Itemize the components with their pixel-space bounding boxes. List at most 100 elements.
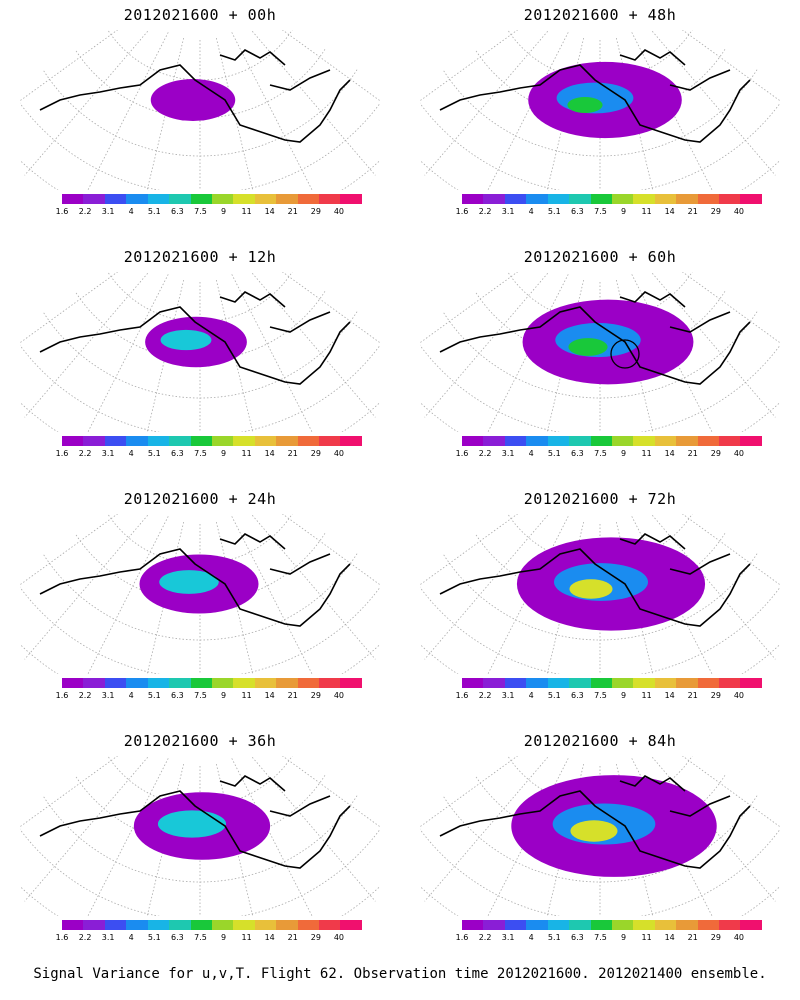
colorbar-ticks: 1.6 2.2 3.1 4 5.1 6.3 7.5 9 11 14 21 29 40 [455, 691, 765, 703]
latitude-circle [507, 514, 693, 565]
variance-map [420, 272, 780, 432]
colorbar-segment [569, 436, 591, 446]
meridian-line [281, 30, 380, 102]
colorbar [62, 436, 362, 446]
colorbar-segment [547, 436, 570, 446]
latitude-circle [420, 344, 780, 432]
colorbar-tick-label: 11 [241, 933, 252, 942]
colorbar-segment [633, 436, 655, 446]
colorbar-segment [569, 678, 591, 688]
latitude-circle [107, 756, 293, 807]
colorbar-segment [719, 436, 741, 446]
colorbar-segment [340, 436, 362, 446]
colorbar-tick-label: 4 [528, 449, 534, 458]
colorbar-tick-label: 40 [733, 933, 745, 942]
colorbar-segment [697, 194, 720, 204]
colorbar-tick-label: 29 [710, 691, 721, 700]
coastline [39, 533, 351, 627]
colorbar-tick-label: 2.2 [78, 933, 92, 942]
colorbar-segment [190, 194, 212, 204]
colorbar-segment [590, 920, 612, 930]
observation-circle [610, 339, 640, 369]
colorbar-tick-label: 5.1 [547, 691, 561, 700]
colorbar-segment [676, 920, 698, 930]
colorbar-segment [719, 920, 741, 930]
colorbar-segment [233, 436, 255, 446]
panel-title: 2012021600 + 72h [523, 490, 677, 508]
colorbar-tick-label: 4 [528, 207, 534, 216]
colorbar-segment [169, 436, 191, 446]
variance-region-low [150, 79, 236, 121]
variance-region-high [568, 338, 608, 356]
colorbar-tick-label: 3.1 [501, 449, 515, 458]
colorbar-tick-label: 7.5 [194, 691, 207, 700]
colorbar-segment [633, 920, 655, 930]
colorbar-tick-label: 4 [128, 933, 134, 942]
colorbar-segment [462, 436, 484, 446]
colorbar [462, 678, 762, 688]
colorbar-tick-label: 7.5 [594, 933, 607, 942]
panel-title: 2012021600 + 84h [523, 732, 677, 750]
colorbar-segment [169, 678, 191, 688]
colorbar-tick-label: 9 [620, 449, 627, 458]
colorbar-tick-label: 29 [310, 207, 321, 216]
colorbar-tick-label: 40 [333, 691, 345, 700]
colorbar-segment [233, 920, 255, 930]
colorbar-segment [676, 678, 698, 688]
colorbar-segment [569, 920, 591, 930]
figure-caption: Signal Variance for u,v,T. Flight 62. Ob… [33, 966, 767, 982]
colorbar-tick-label: 3.1 [101, 933, 115, 942]
colorbar-tick-label: 3.1 [501, 933, 515, 942]
map-panel: 2012021600 + 00h 1.6 2.2 3.1 4 5.1 6.3 7.5 9 11 14… [0, 0, 400, 245]
colorbar-segment [547, 920, 570, 930]
colorbar-segment [147, 436, 170, 446]
colorbar-tick-label: 14 [664, 449, 675, 458]
latitude-circle [20, 159, 380, 190]
colorbar-tick-label: 21 [287, 933, 298, 942]
variance-map [20, 514, 380, 674]
latitude-circle [420, 828, 780, 916]
colorbar-tick-label: 5.1 [147, 933, 161, 942]
latitude-circle [74, 291, 326, 361]
colorbar-tick-label: 2.2 [478, 933, 492, 942]
colorbar-segment [276, 436, 298, 446]
colorbar-segment [83, 678, 105, 688]
meridian-line [24, 514, 150, 660]
colorbar-tick-label: 7.5 [194, 449, 207, 458]
latitude-circle [420, 102, 780, 190]
colorbar-tick-label: 21 [687, 933, 698, 942]
colorbar-tick-label: 5.1 [547, 449, 561, 458]
colorbar-tick-label: 5.1 [547, 933, 561, 942]
variance-map [420, 514, 780, 674]
map-panel: 2012021600 + 36h 1.6 2.2 3.1 4 5.1 6.3 7.5 9 11 14… [0, 726, 400, 971]
colorbar-tick-label: 9 [620, 207, 627, 216]
colorbar-segment [740, 194, 762, 204]
coastline [39, 775, 351, 869]
colorbar-ticks: 1.6 2.2 3.1 4 5.1 6.3 7.5 9 11 14 21 29 40 [455, 207, 765, 219]
meridian-line [420, 30, 519, 102]
map-panel: 2012021600 + 84h 1.6 2.2 3.1 4 5.1 6.3 7.5 9 11 14… [400, 726, 800, 971]
colorbar-segment [633, 194, 655, 204]
colorbar-tick-label: 3.1 [501, 207, 515, 216]
colorbar-tick-label: 40 [733, 207, 745, 216]
colorbar-segment [319, 920, 341, 930]
colorbar-segment [104, 436, 127, 446]
variance-map [20, 756, 380, 916]
colorbar-segment [676, 194, 698, 204]
colorbar-tick-label: 5.1 [547, 207, 561, 216]
colorbar-segment [276, 920, 298, 930]
colorbar-segment [611, 436, 634, 446]
latitude-circle [507, 272, 693, 323]
colorbar-tick-label: 6.3 [171, 933, 184, 942]
colorbar-segment [633, 678, 655, 688]
colorbar-tick-label: 29 [310, 449, 321, 458]
colorbar-tick-label: 40 [733, 449, 745, 458]
colorbar-tick-label: 3.1 [101, 449, 115, 458]
colorbar [62, 194, 362, 204]
colorbar-tick-label: 9 [620, 691, 627, 700]
colorbar-segment [611, 194, 634, 204]
colorbar-segment [62, 194, 84, 204]
latitude-circle [474, 49, 726, 119]
colorbar-ticks: 1.6 2.2 3.1 4 5.1 6.3 7.5 9 11 14 21 29 40 [455, 933, 765, 945]
colorbar-tick-label: 2.2 [78, 691, 92, 700]
